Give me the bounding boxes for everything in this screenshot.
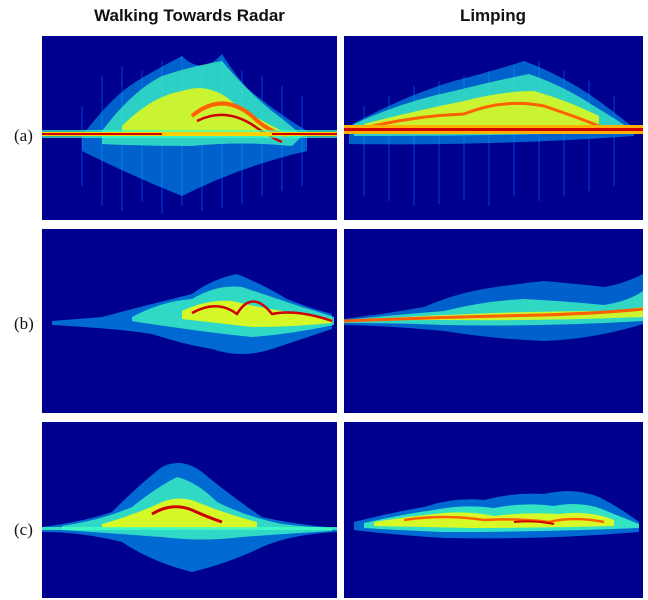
spectrogram-image	[354, 491, 639, 539]
spectrogram-limping-a	[344, 36, 643, 220]
spectrogram-image	[42, 463, 337, 572]
spectrogram-limping-b	[344, 229, 643, 413]
spectrogram-image	[52, 274, 334, 354]
spectrogram-limping-c	[344, 422, 643, 598]
row-label-a: (a)	[14, 126, 33, 145]
spectrogram-image	[42, 54, 337, 214]
spectrogram-walking-c	[42, 422, 337, 598]
row-label-c: (c)	[14, 520, 33, 539]
row-label-b: (b)	[14, 314, 34, 333]
column-title-limping: Limping	[459, 6, 527, 25]
spectrogram-image	[344, 274, 643, 341]
spectrogram-walking-a	[42, 36, 337, 220]
spectrogram-walking-b	[42, 229, 337, 413]
column-title-walking: Walking Towards Radar	[94, 6, 285, 25]
spectrogram-image	[344, 61, 643, 206]
